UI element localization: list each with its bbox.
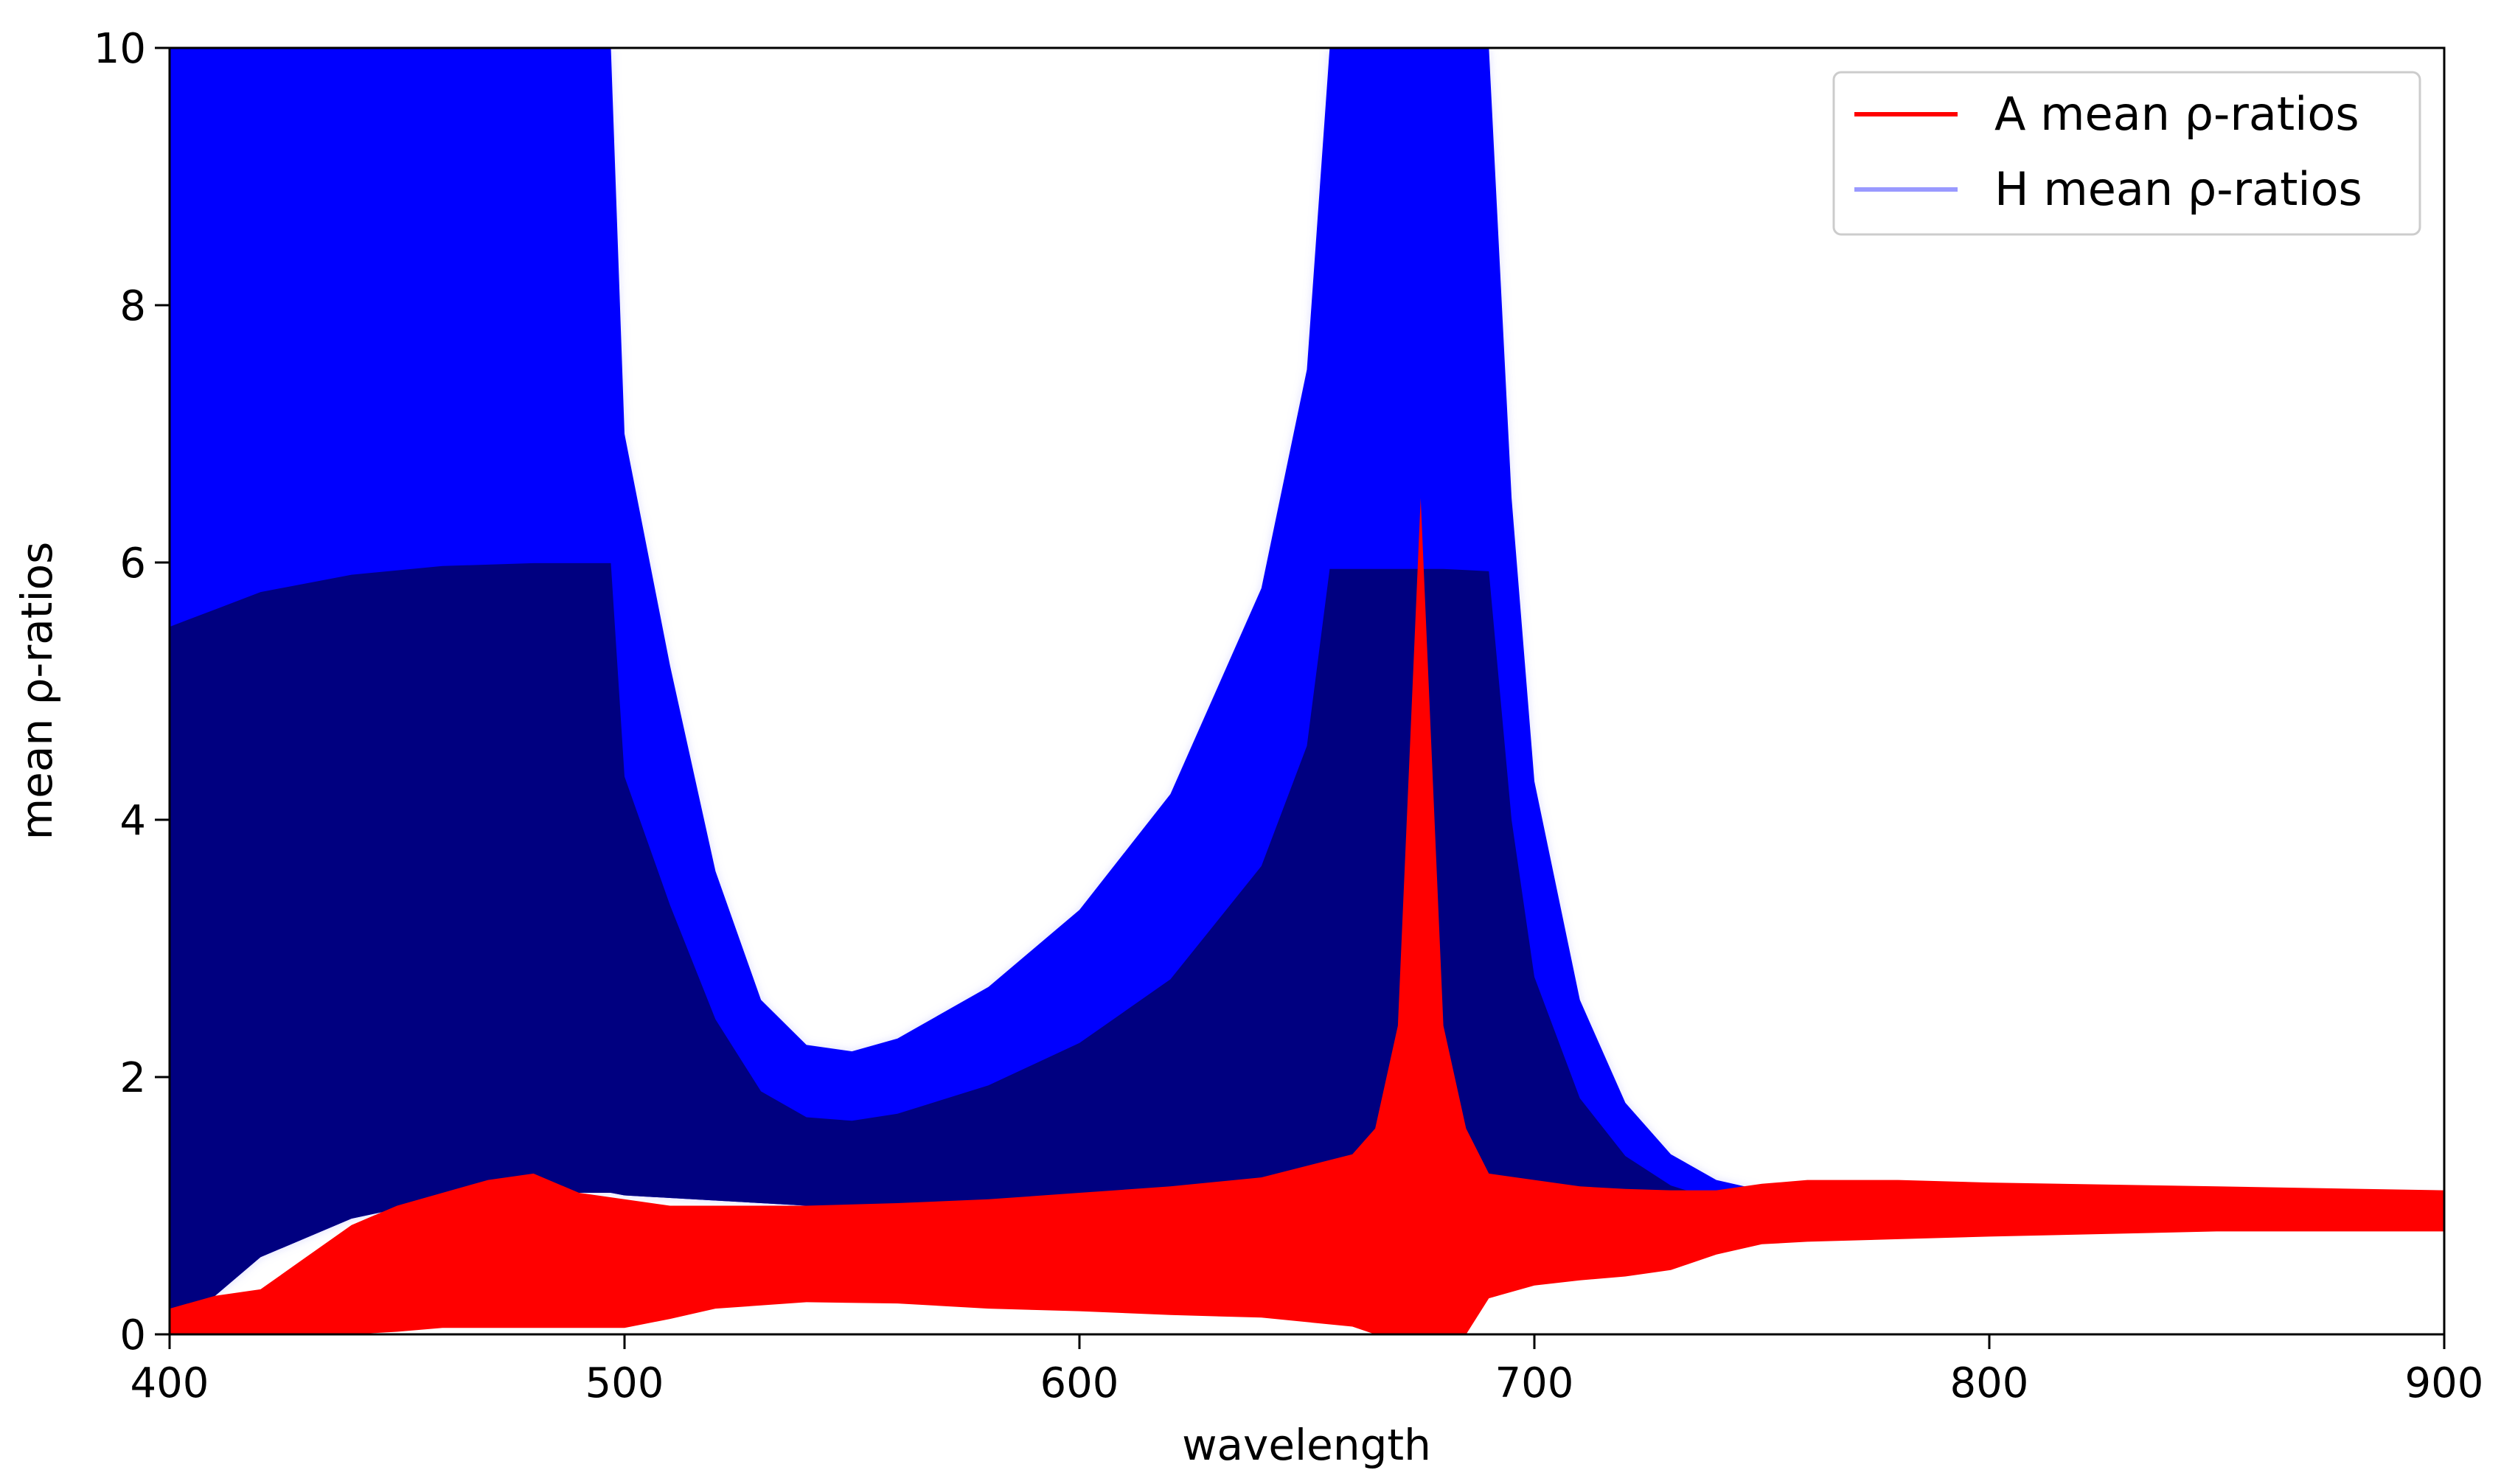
series-h-band (170, 48, 2444, 1334)
series-h-band-core (170, 562, 2444, 1334)
y-tick-label: 4 (119, 797, 146, 845)
x-tick-label: 900 (2405, 1359, 2484, 1407)
x-tick-label: 400 (131, 1359, 209, 1407)
plot-frame (168, 46, 2446, 1336)
x-tick-label: 500 (585, 1359, 664, 1407)
series-a-band (170, 498, 2444, 1334)
x-tick-label: 600 (1040, 1359, 1119, 1407)
legend: A mean ρ-ratios H mean ρ-ratios (1832, 71, 2421, 236)
y-tick-label: 10 (94, 25, 146, 73)
y-tick-label: 6 (119, 540, 146, 588)
y-axis-title: mean ρ-ratios (12, 542, 62, 840)
plot-area (170, 48, 2444, 1334)
x-axis-title: wavelength (1182, 1420, 1431, 1470)
x-tick-label: 800 (1950, 1359, 2029, 1407)
x-axis-ticks: 400 500 600 700 800 900 (131, 1334, 2484, 1407)
y-tick-label: 8 (119, 282, 146, 330)
x-tick-label: 700 (1495, 1359, 1574, 1407)
legend-label-a: A mean ρ-ratios (1994, 87, 2359, 141)
legend-label-h: H mean ρ-ratios (1994, 162, 2362, 216)
y-axis-ticks: 0 2 4 6 8 10 (94, 25, 170, 1359)
legend-box (1832, 71, 2421, 236)
y-tick-label: 2 (119, 1054, 146, 1102)
y-tick-label: 0 (119, 1311, 146, 1359)
